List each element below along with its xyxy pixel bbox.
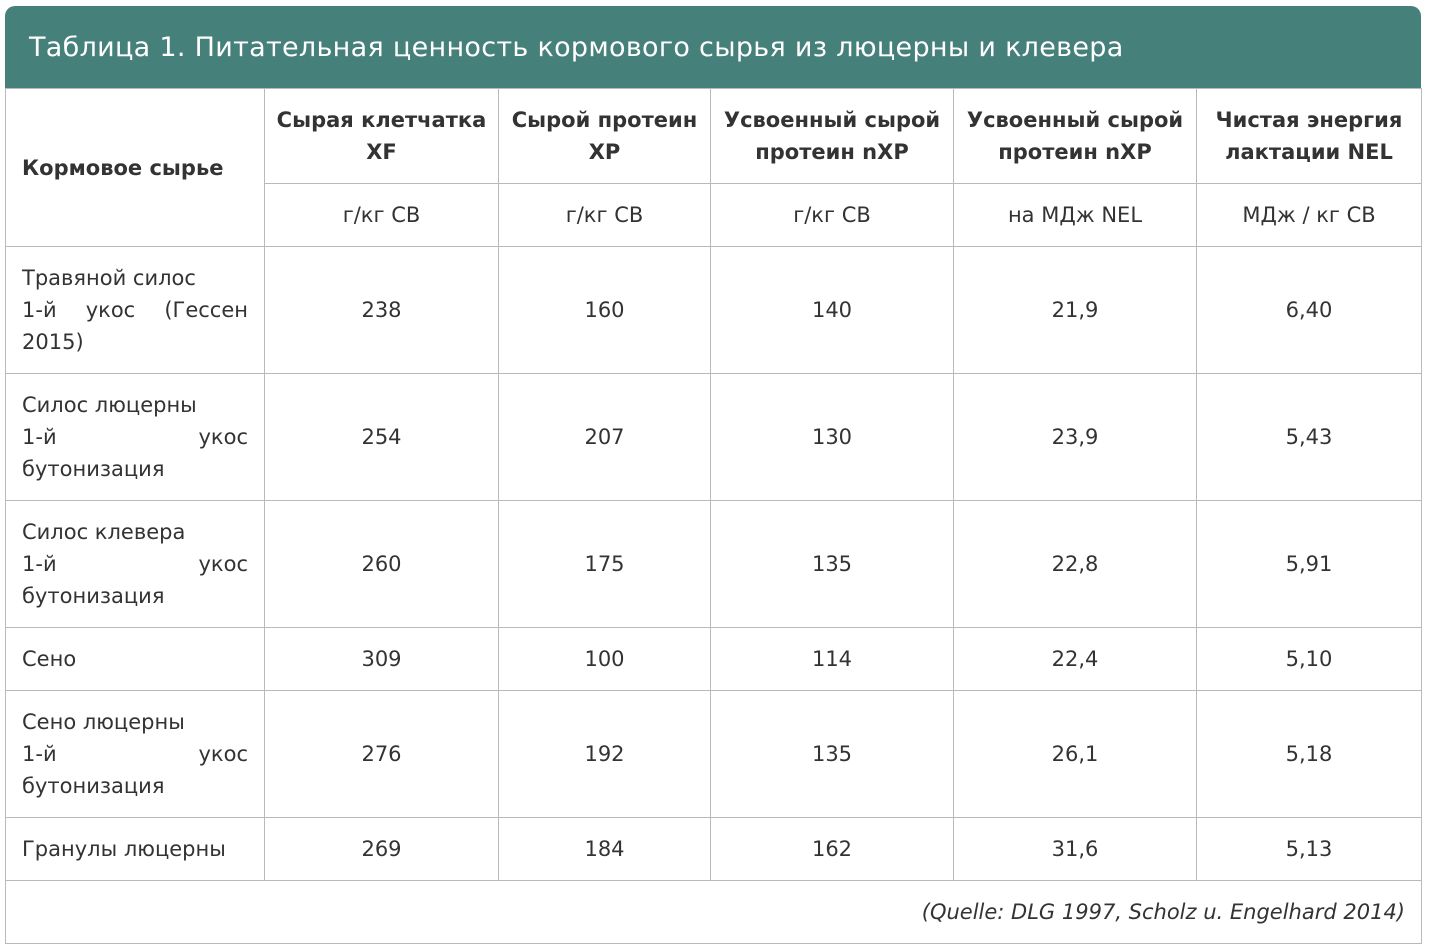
row-value-nxp-per-nel: 22,8 [953, 500, 1197, 628]
row-name-line: 2015) [22, 330, 84, 354]
row-value-xf: 260 [264, 500, 499, 628]
row-name-line: Сено люцерны [22, 710, 185, 734]
unit-col-2: г/кг СВ [498, 183, 711, 247]
row-value-nxp: 130 [710, 373, 954, 501]
row-value-xp: 184 [498, 817, 711, 881]
table-row: Силос люцерны 1-й укос бутонизация 254 2… [5, 373, 1422, 501]
nutrition-table-container: Таблица 1. Питательная ценность кормовог… [5, 6, 1422, 944]
row-value-xp: 100 [498, 627, 711, 691]
table-row: Сено люцерны 1-й укос бутонизация 276 19… [5, 690, 1422, 818]
row-name-line: Травяной силос [22, 266, 196, 290]
row-value-nxp: 114 [710, 627, 954, 691]
row-name-line: Силос люцерны [22, 393, 197, 417]
unit-col-5: МДж / кг СВ [1196, 183, 1422, 247]
unit-col-4: на МДж NEL [953, 183, 1197, 247]
header-row-labels: Кормовое сырье Сырая клетчатка XF Сырой п… [5, 88, 1422, 247]
row-value-xp: 175 [498, 500, 711, 628]
header-col-2-line2: XP [588, 140, 621, 164]
row-value-xp: 192 [498, 690, 711, 818]
row-value-nxp-per-nel: 26,1 [953, 690, 1197, 818]
row-value-xf: 276 [264, 690, 499, 818]
row-value-nxp: 135 [710, 500, 954, 628]
row-name-line: Гранулы люцерны [22, 837, 226, 861]
row-name-line: бутонизация [22, 457, 165, 481]
row-value-nxp-per-nel: 31,6 [953, 817, 1197, 881]
row-value-nxp: 140 [710, 246, 954, 374]
row-value-xf: 238 [264, 246, 499, 374]
header-col-1: Сырая клетчатка XF [264, 88, 499, 184]
row-name-line: 1-й укос (Гессен [22, 298, 248, 322]
row-value-nel: 5,13 [1196, 817, 1422, 881]
header-col-4: Усвоенный сырой протеин nXP [953, 88, 1197, 184]
unit-col-3: г/кг СВ [710, 183, 954, 247]
source-row: (Quelle: DLG 1997, Scholz u. Engelhard 2… [5, 880, 1422, 944]
header-col-5-line2: лактации NEL [1225, 140, 1393, 164]
row-value-nxp: 135 [710, 690, 954, 818]
row-value-xf: 269 [264, 817, 499, 881]
header-col-2-line1: Сырой протеин [511, 108, 698, 132]
row-name-line: 1-й укос [22, 552, 248, 576]
row-value-nxp-per-nel: 23,9 [953, 373, 1197, 501]
header-col-3-line2: протеин nXP [755, 140, 909, 164]
header-col-5-line1: Чистая энергия [1215, 108, 1403, 132]
row-value-nel: 5,10 [1196, 627, 1422, 691]
row-value-xp: 160 [498, 246, 711, 374]
row-value-nxp: 162 [710, 817, 954, 881]
unit-col-1: г/кг СВ [264, 183, 499, 247]
row-value-xp: 207 [498, 373, 711, 501]
row-name: Сено [5, 627, 265, 691]
header-col-4-line2: протеин nXP [998, 140, 1152, 164]
row-name-line: Сено [22, 647, 77, 671]
table-title: Таблица 1. Питательная ценность кормовог… [29, 31, 1124, 63]
header-col-1-line2: XF [366, 140, 397, 164]
row-name-line: 1-й укос [22, 425, 248, 449]
table-row: Силос клевера 1-й укос бутонизация 260 1… [5, 500, 1422, 628]
row-value-xf: 254 [264, 373, 499, 501]
row-name-line: Силос клевера [22, 520, 186, 544]
row-value-nel: 5,91 [1196, 500, 1422, 628]
table-row: Гранулы люцерны 269 184 162 31,6 5,13 [5, 817, 1422, 881]
row-name-line: 1-й укос [22, 742, 248, 766]
table-row: Сено 309 100 114 22,4 5,10 [5, 627, 1422, 691]
row-value-nel: 5,18 [1196, 690, 1422, 818]
row-value-nel: 5,43 [1196, 373, 1422, 501]
row-name-line: бутонизация [22, 584, 165, 608]
row-name: Гранулы люцерны [5, 817, 265, 881]
row-name: Силос люцерны 1-й укос бутонизация [5, 373, 265, 501]
header-col-3: Усвоенный сырой протеин nXP [710, 88, 954, 184]
row-value-nxp-per-nel: 21,9 [953, 246, 1197, 374]
table-row: Травяной силос 1-й укос (Гессен 2015) 23… [5, 246, 1422, 374]
row-value-nel: 6,40 [1196, 246, 1422, 374]
row-name-line: бутонизация [22, 774, 165, 798]
header-col-5: Чистая энергия лактации NEL [1196, 88, 1422, 184]
row-name: Сено люцерны 1-й укос бутонизация [5, 690, 265, 818]
table-title-bar: Таблица 1. Питательная ценность кормовог… [5, 6, 1421, 88]
header-feed-material: Кормовое сырье [5, 88, 265, 247]
header-col-1-line1: Сырая клетчатка [276, 108, 487, 132]
header-col-4-line1: Усвоенный сырой [966, 108, 1184, 132]
header-col-3-line1: Усвоенный сырой [723, 108, 941, 132]
row-value-xf: 309 [264, 627, 499, 691]
nutrition-table: Кормовое сырье Сырая клетчатка XF Сырой п… [5, 88, 1422, 944]
row-name: Травяной силос 1-й укос (Гессен 2015) [5, 246, 265, 374]
source-citation: (Quelle: DLG 1997, Scholz u. Engelhard 2… [5, 880, 1422, 944]
row-name: Силос клевера 1-й укос бутонизация [5, 500, 265, 628]
header-col-2: Сырой протеин XP [498, 88, 711, 184]
row-value-nxp-per-nel: 22,4 [953, 627, 1197, 691]
